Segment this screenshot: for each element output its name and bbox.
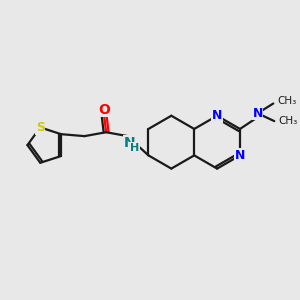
Text: N: N: [252, 107, 263, 120]
Text: H: H: [130, 143, 139, 153]
Text: N: N: [212, 109, 222, 122]
Text: CH₃: CH₃: [278, 116, 297, 126]
Text: N: N: [124, 136, 135, 150]
Text: N: N: [235, 149, 245, 162]
Text: O: O: [98, 103, 110, 117]
Text: CH₃: CH₃: [277, 96, 296, 106]
Text: S: S: [36, 121, 45, 134]
